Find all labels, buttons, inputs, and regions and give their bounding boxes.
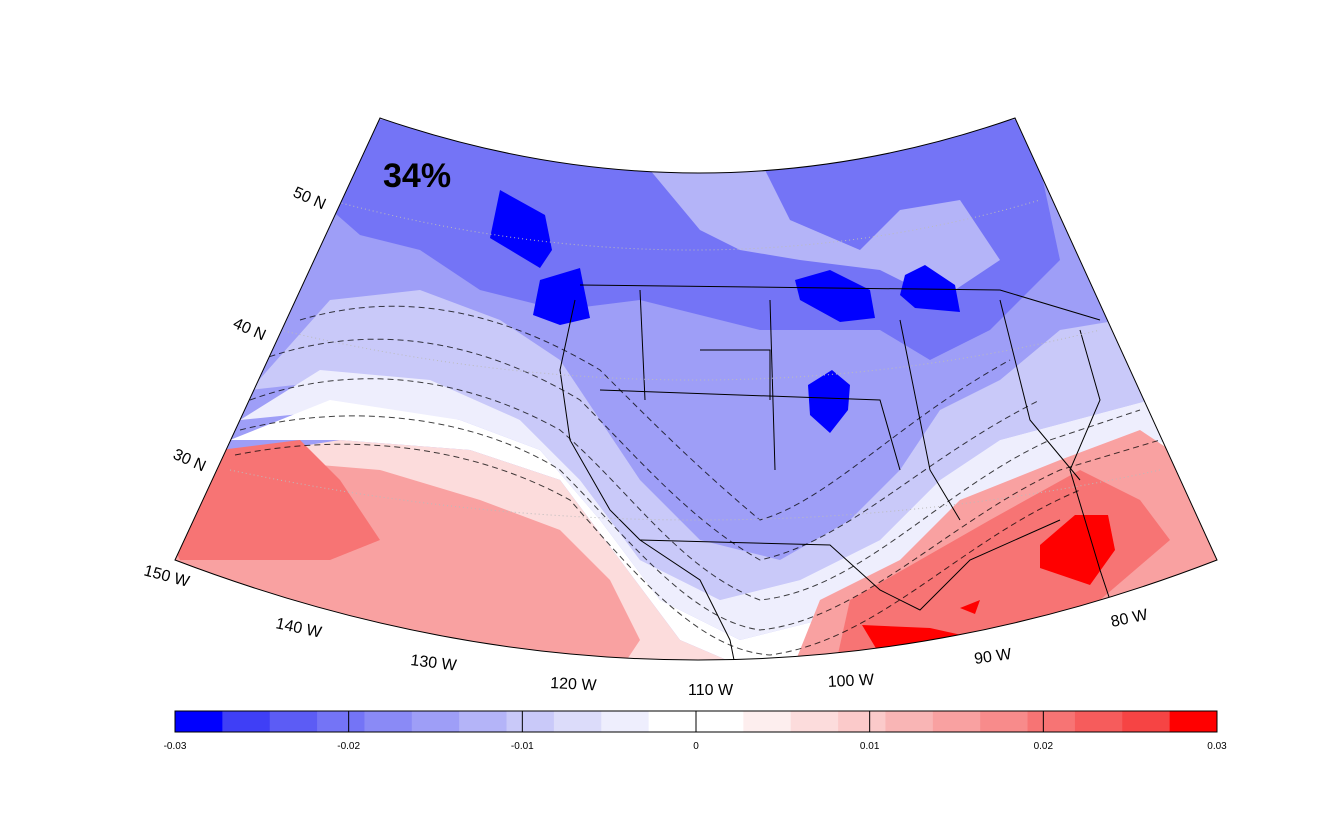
lon-label-90w: 90 W: [973, 646, 1013, 668]
colorbar-swatch: [696, 711, 744, 732]
colorbar-swatch: [364, 711, 413, 732]
colorbar-swatch: [459, 711, 508, 732]
colorbar-swatch: [932, 711, 981, 732]
map-border: [174, 117, 1218, 661]
longitude-labels: 150 W 140 W 130 W 120 W 110 W 100 W 90 W…: [142, 562, 1150, 699]
field-lightblue-band: [250, 290, 1150, 600]
field-paleblue-band: [240, 370, 1170, 640]
colorbar-swatch: [1027, 711, 1076, 732]
lon-label-150w: 150 W: [142, 562, 192, 591]
colorbar-swatch: [317, 711, 365, 732]
colorbar-swatch: [506, 711, 555, 732]
lat-label-50n: 50 N: [290, 184, 328, 213]
colorbar-tick-label: -0.01: [511, 741, 534, 752]
boundary-lines: [559, 284, 1111, 660]
lon-label-140w: 140 W: [274, 615, 324, 641]
colorbar-tick-label: 0.01: [860, 741, 880, 752]
colorbar-swatch: [553, 711, 602, 732]
colorbar-swatch: [648, 711, 697, 732]
field-min-blue-central: [795, 270, 875, 322]
colorbar-swatch: [269, 711, 318, 732]
colorbar: [174, 710, 1218, 733]
colorbar-swatch: [980, 711, 1029, 732]
colorbar-tick-label: 0.02: [1034, 741, 1054, 752]
field-north-lightblue: [650, 160, 1000, 300]
contour-lines: [234, 305, 1161, 656]
field-min-blue-west1: [490, 190, 552, 268]
colorbar-swatch: [885, 711, 934, 732]
lat-label-40n: 40 N: [230, 315, 268, 344]
colorbar-tick-label: -0.03: [164, 741, 187, 752]
colorbar-tick-label: 0.03: [1207, 741, 1227, 752]
colorbar-tick-label: -0.02: [337, 741, 360, 752]
field-min-blue-plains: [808, 370, 850, 433]
colorbar-swatch: [790, 711, 839, 732]
colorbar-swatch: [1122, 711, 1171, 732]
lon-label-130w: 130 W: [410, 652, 459, 675]
colorbar-swatch: [1169, 711, 1218, 732]
field-max-red-small: [960, 600, 980, 614]
lon-label-110w: 110 W: [688, 682, 734, 699]
field-north-blue: [320, 120, 1060, 360]
colorbar-swatch: [175, 711, 223, 732]
colorbar-swatch: [743, 711, 792, 732]
colorbar-swatch: [411, 711, 460, 732]
field-min-blue-lakes: [900, 265, 960, 312]
skill-annotation: 34%: [383, 157, 451, 195]
colorbar-swatch: [838, 711, 886, 732]
colorbar-swatch: [1074, 711, 1123, 732]
map-domain: [175, 118, 1217, 660]
lat-label-30n: 30 N: [170, 446, 208, 475]
lon-label-80w: 80 W: [1109, 606, 1150, 631]
lon-label-120w: 120 W: [550, 675, 598, 694]
colorbar-tick-label: 0: [693, 741, 699, 752]
colorbar-labels: -0.03 -0.02 -0.01 0 0.01 0.02 0.03: [164, 741, 1228, 752]
colorbar-swatch: [601, 711, 650, 732]
field-max-red-florida: [1040, 515, 1115, 585]
colorbar-swatch: [222, 711, 271, 732]
field-min-blue-west2: [533, 268, 590, 325]
lon-label-100w: 100 W: [827, 672, 875, 691]
